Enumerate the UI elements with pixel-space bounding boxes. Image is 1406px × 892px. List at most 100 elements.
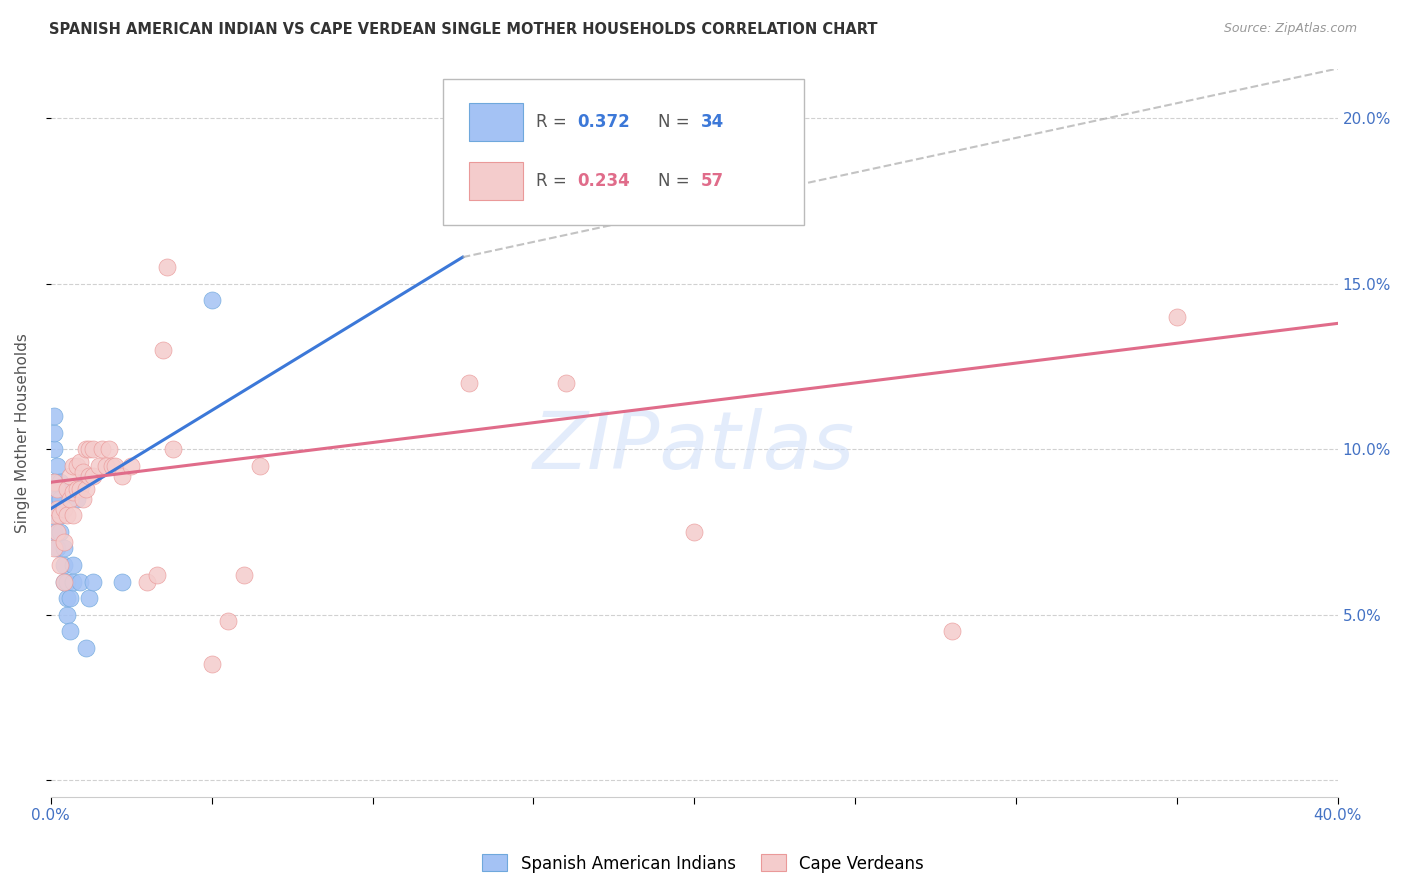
Point [683, 524, 706, 539]
Point [59, 491, 82, 506]
Point [42, 541, 65, 556]
Point [249, 458, 271, 473]
Point [97, 442, 120, 457]
Point [46, 541, 69, 556]
Point [42, 524, 65, 539]
Point [46, 501, 69, 516]
Point [42, 491, 65, 506]
Point [232, 568, 254, 582]
Point [110, 574, 132, 589]
Point [69, 482, 91, 496]
Point [75, 482, 97, 496]
Point [56, 607, 79, 622]
Point [69, 455, 91, 469]
Point [49, 508, 72, 523]
Point [42, 409, 65, 423]
Y-axis label: Single Mother Households: Single Mother Households [15, 333, 30, 533]
Point [52, 501, 75, 516]
Point [75, 640, 97, 655]
Text: 57: 57 [700, 172, 724, 190]
Point [46, 482, 69, 496]
Point [62, 558, 84, 572]
Point [62, 485, 84, 500]
Point [110, 468, 132, 483]
Point [56, 508, 79, 523]
Point [136, 574, 159, 589]
Text: SPANISH AMERICAN INDIAN VS CAPE VERDEAN SINGLE MOTHER HOUSEHOLDS CORRELATION CHA: SPANISH AMERICAN INDIAN VS CAPE VERDEAN … [49, 22, 877, 37]
Point [554, 376, 576, 390]
Text: R =: R = [536, 112, 572, 130]
Text: ZIPatlas: ZIPatlas [533, 409, 855, 486]
Point [94, 458, 117, 473]
Point [82, 468, 104, 483]
Point [72, 475, 94, 490]
Point [79, 591, 101, 606]
Point [69, 574, 91, 589]
Point [72, 466, 94, 480]
Point [52, 534, 75, 549]
Point [49, 491, 72, 506]
Point [91, 442, 114, 457]
Point [62, 508, 84, 523]
Point [52, 541, 75, 556]
Point [62, 458, 84, 473]
Text: 0.372: 0.372 [578, 112, 630, 130]
Point [49, 475, 72, 490]
Point [46, 475, 69, 490]
Point [101, 458, 124, 473]
Point [75, 442, 97, 457]
Point [79, 468, 101, 483]
Point [65, 482, 87, 496]
Point [217, 614, 239, 628]
Point [162, 442, 184, 457]
Point [46, 524, 69, 539]
Point [42, 425, 65, 440]
Text: N =: N = [658, 112, 695, 130]
Point [46, 458, 69, 473]
Point [79, 442, 101, 457]
Point [52, 574, 75, 589]
Point [52, 558, 75, 572]
Point [56, 482, 79, 496]
Text: Source: ZipAtlas.com: Source: ZipAtlas.com [1223, 22, 1357, 36]
Point [42, 475, 65, 490]
Text: 34: 34 [700, 112, 724, 130]
Point [56, 574, 79, 589]
Point [146, 568, 169, 582]
Point [1166, 310, 1188, 324]
Point [201, 657, 224, 672]
Point [87, 458, 110, 473]
Point [152, 343, 174, 357]
Point [49, 524, 72, 539]
Point [65, 491, 87, 506]
Point [120, 458, 142, 473]
Point [42, 508, 65, 523]
Point [59, 591, 82, 606]
Point [49, 508, 72, 523]
FancyBboxPatch shape [443, 79, 804, 225]
FancyBboxPatch shape [470, 103, 523, 141]
Point [72, 491, 94, 506]
Point [104, 458, 127, 473]
Point [56, 591, 79, 606]
Point [46, 508, 69, 523]
Legend: Spanish American Indians, Cape Verdeans: Spanish American Indians, Cape Verdeans [475, 847, 931, 880]
Point [46, 491, 69, 506]
Point [201, 293, 224, 308]
Point [52, 574, 75, 589]
Point [42, 442, 65, 457]
Point [49, 558, 72, 572]
Text: 0.234: 0.234 [578, 172, 630, 190]
Point [59, 624, 82, 639]
Point [458, 376, 481, 390]
Point [458, 161, 481, 175]
Text: R =: R = [536, 172, 572, 190]
Text: N =: N = [658, 172, 695, 190]
Point [42, 475, 65, 490]
Point [156, 260, 179, 274]
FancyBboxPatch shape [470, 161, 523, 200]
Point [62, 574, 84, 589]
Point [82, 442, 104, 457]
Point [65, 458, 87, 473]
Point [941, 624, 963, 639]
